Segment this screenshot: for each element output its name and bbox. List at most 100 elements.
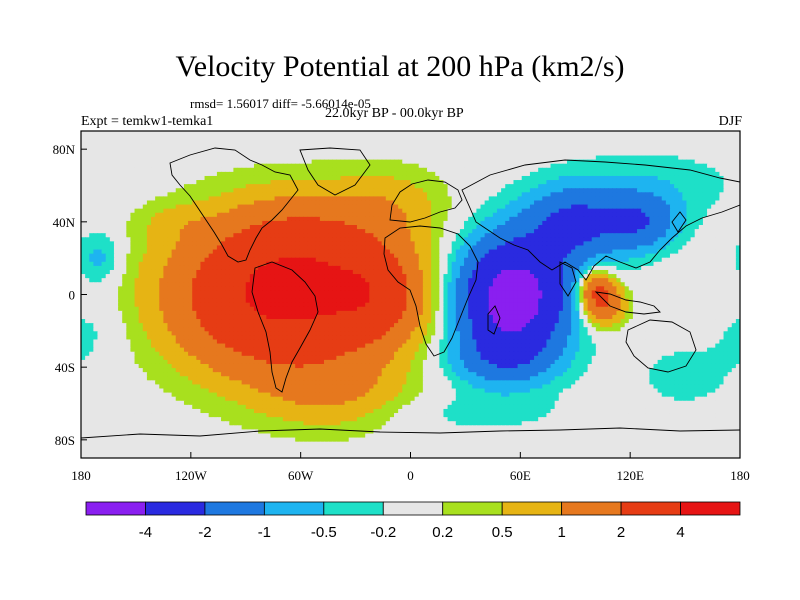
field-cell <box>311 245 317 251</box>
field-cell <box>311 212 317 218</box>
field-cell <box>476 200 482 206</box>
field-cell <box>97 188 103 193</box>
field-cell <box>682 196 688 202</box>
field-cell <box>159 237 164 242</box>
field-cell <box>130 139 136 144</box>
field-cell <box>118 249 123 255</box>
field-cell <box>410 200 416 206</box>
field-cell <box>731 167 737 173</box>
field-cell <box>661 188 667 193</box>
field-cell <box>373 216 379 222</box>
field-cell <box>200 159 206 165</box>
field-cell <box>291 229 296 234</box>
field-cell <box>632 237 638 242</box>
field-cell <box>266 192 272 197</box>
field-cell <box>443 225 449 230</box>
field-cell <box>513 225 519 230</box>
field-cell <box>694 200 700 206</box>
field-cell <box>101 155 107 161</box>
field-cell <box>686 171 692 177</box>
field-cell <box>402 147 407 153</box>
field-cell <box>253 163 259 169</box>
field-cell <box>394 208 399 214</box>
field-cell <box>426 249 432 255</box>
field-cell <box>616 220 622 226</box>
field-cell <box>455 135 461 140</box>
field-cell <box>447 204 453 210</box>
field-cell <box>118 151 123 157</box>
field-cell <box>286 147 292 153</box>
field-cell <box>155 180 160 185</box>
field-cell <box>398 151 403 157</box>
field-cell <box>653 233 659 238</box>
field-cell <box>612 155 618 161</box>
field-cell <box>653 253 659 259</box>
field-cell <box>661 200 667 206</box>
field-cell <box>505 147 510 153</box>
field-cell <box>340 167 346 173</box>
field-cell <box>118 253 123 259</box>
field-cell <box>431 229 436 234</box>
field-cell <box>422 188 428 193</box>
field-cell <box>554 216 560 222</box>
field-cell <box>319 163 325 169</box>
field-cell <box>719 237 725 242</box>
field-cell <box>525 216 531 222</box>
field-cell <box>628 229 634 234</box>
field-cell <box>85 204 90 210</box>
field-cell <box>665 171 671 177</box>
field-cell <box>632 204 638 210</box>
field-cell <box>151 220 156 226</box>
field-cell <box>105 220 111 226</box>
field-cell <box>496 139 502 144</box>
field-cell <box>295 200 300 206</box>
field-cell <box>711 180 716 185</box>
field-cell <box>348 180 354 185</box>
field-cell <box>558 220 564 226</box>
field-cell <box>595 139 601 144</box>
field-cell <box>101 241 107 247</box>
field-cell <box>455 208 461 214</box>
field-cell <box>488 143 494 148</box>
field-cell <box>311 188 317 193</box>
field-cell <box>377 253 383 259</box>
field-cell <box>183 188 189 193</box>
field-cell <box>538 163 543 169</box>
field-cell <box>192 245 197 251</box>
field-cell <box>682 220 688 226</box>
field-cell <box>669 216 675 222</box>
field-cell <box>229 200 234 206</box>
field-cell <box>608 159 613 165</box>
field-cell <box>690 192 696 197</box>
field-cell <box>204 135 210 140</box>
field-cell <box>373 143 379 148</box>
field-cell <box>661 155 667 161</box>
field-cell <box>171 237 177 242</box>
field-cell <box>299 249 305 255</box>
field-cell <box>637 159 642 165</box>
field-cell <box>731 253 737 259</box>
field-cell <box>113 200 119 206</box>
field-cell <box>525 159 531 165</box>
field-cell <box>534 225 539 230</box>
field-cell <box>690 139 696 144</box>
field-cell <box>348 208 354 214</box>
field-cell <box>443 204 449 210</box>
field-cell <box>435 196 440 202</box>
field-cell <box>731 139 737 144</box>
field-cell <box>109 233 115 238</box>
field-cell <box>583 233 589 238</box>
field-cell <box>649 237 655 242</box>
field-cell <box>546 249 552 255</box>
field-cell <box>698 180 704 185</box>
field-cell <box>690 175 696 181</box>
field-cell <box>669 245 675 251</box>
field-cell <box>340 143 346 148</box>
field-cell <box>361 237 366 242</box>
field-cell <box>369 143 375 148</box>
field-cell <box>591 249 597 255</box>
field-cell <box>711 241 716 247</box>
field-cell <box>101 184 107 189</box>
field-cell <box>196 131 202 136</box>
field-cell <box>373 237 379 242</box>
